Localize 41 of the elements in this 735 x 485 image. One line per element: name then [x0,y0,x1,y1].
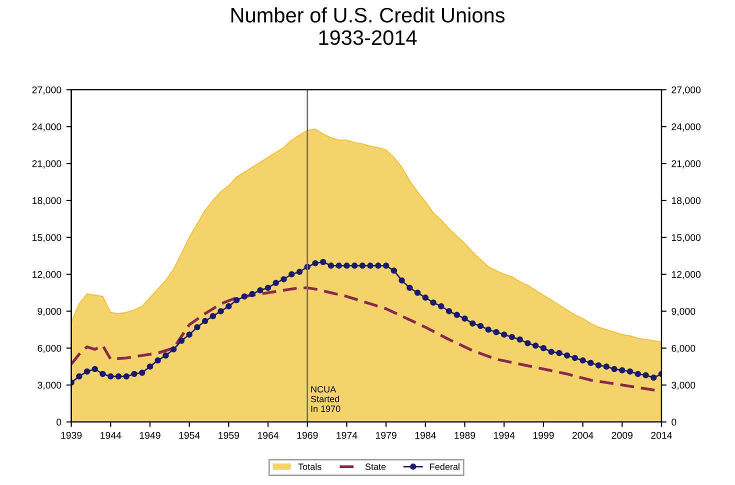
y-tick-label: 24,000 [32,123,62,132]
x-tick-label: 1974 [336,432,358,439]
legend-label: Federal [430,463,460,470]
y-tick-label: 15,000 [32,234,62,242]
x-tick-label: 1984 [415,432,436,439]
y2-tick-label: 12,000 [672,271,701,280]
y2-tick-label: 3,000 [672,382,696,390]
x-tick-label: 1949 [140,432,160,439]
y2-tick-label: 0 [672,418,676,426]
x-tick-label: 1959 [218,432,240,439]
x-tick-label: 2004 [572,432,594,439]
x-tick-label: 1979 [376,432,396,439]
x-tick-label: 1944 [100,432,122,439]
y2-tick-label: 18,000 [672,197,701,206]
x-tick-label: 1964 [258,432,279,439]
x-tick-label: 2009 [612,432,633,439]
y2-tick-label: 15,000 [672,234,701,242]
y2-tick-label: 24,000 [672,123,701,132]
x-tick-label: 1989 [454,432,476,439]
y-tick-label: 12,000 [32,271,62,280]
y-tick-label: 27,000 [32,86,62,94]
x-tick-label: 1994 [494,432,515,439]
x-tick-label: 1939 [61,432,82,439]
chart-title: Number of U.S. Credit Unions 1933-2014 [231,7,505,46]
x-tick-label: 1969 [297,432,318,439]
y-tick-label: 21,000 [32,160,62,168]
x-tick-label: 1999 [533,432,554,439]
y2-tick-label: 6,000 [672,344,696,353]
legend-label: Totals [298,463,322,470]
y-tick-label: 6,000 [38,344,62,353]
y-tick-label: 9,000 [38,308,62,316]
ref-line-label: NCUA Started In 1970 [310,386,340,412]
y2-tick-label: 27,000 [672,86,701,94]
x-tick-label: 1954 [179,432,200,439]
y-tick-label: 0 [56,418,62,426]
y-tick-label: 3,000 [38,382,62,390]
legend-label: State [365,464,386,470]
y2-tick-label: 21,000 [672,160,701,168]
y2-tick-label: 9,000 [672,308,696,316]
y-tick-label: 18,000 [32,197,62,206]
x-tick-label: 2014 [651,432,672,439]
